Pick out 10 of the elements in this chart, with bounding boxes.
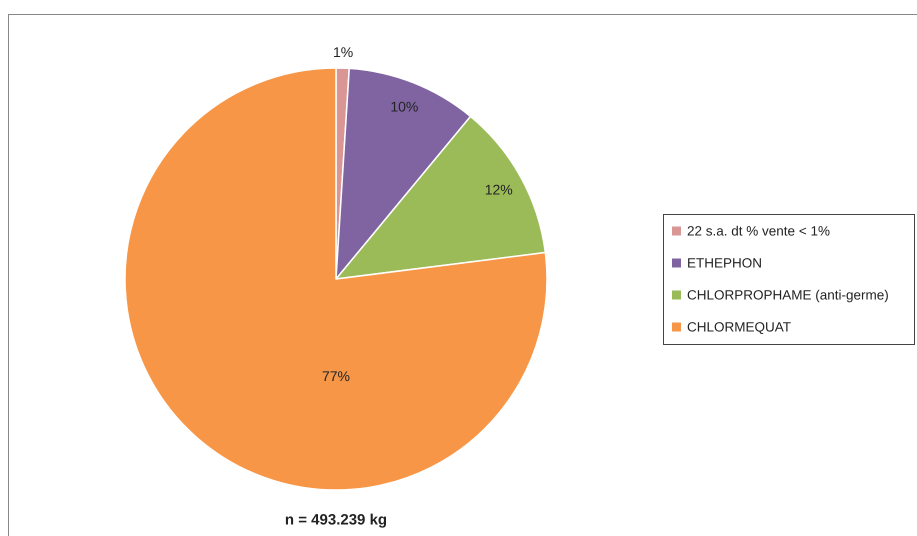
data-label: 1% bbox=[333, 44, 354, 60]
data-label: 12% bbox=[484, 182, 513, 198]
text: n = 493.239 kg bbox=[284, 512, 388, 528]
data-label: 77% bbox=[322, 368, 350, 384]
legend-label: ETHEPHON bbox=[687, 256, 762, 270]
pie-slice bbox=[124, 67, 548, 491]
legend-label: 22 s.a. dt % vente < 1% bbox=[687, 224, 830, 238]
data-label: 10% bbox=[390, 98, 418, 114]
legend-label: CHLORPROPHAME (anti-germe) bbox=[687, 288, 889, 302]
legend-label: CHLORMEQUAT bbox=[687, 320, 792, 334]
